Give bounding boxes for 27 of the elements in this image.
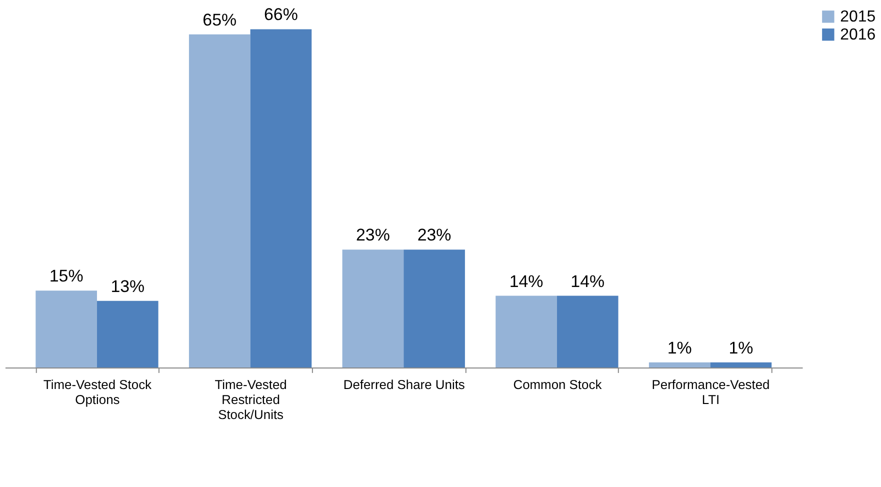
- data-label: 13%: [110, 276, 145, 296]
- bar: [710, 362, 772, 368]
- bar: [342, 250, 404, 368]
- data-label: 23%: [417, 226, 452, 245]
- x-tick-label: Time-Vested Stock Options: [43, 376, 152, 407]
- legend-label: 2015: [840, 8, 876, 26]
- data-label: 65%: [202, 10, 237, 30]
- x-tick-label: Performance-Vested LTI: [652, 376, 770, 407]
- bar: [496, 296, 557, 368]
- data-label: 1%: [728, 338, 754, 358]
- bar: [188, 34, 250, 368]
- bar: [250, 29, 312, 368]
- bar: [96, 300, 158, 368]
- data-label: 14%: [509, 272, 544, 291]
- bar: [648, 362, 710, 368]
- x-tick-label: Common Stock: [513, 376, 602, 392]
- data-label: 15%: [49, 266, 84, 286]
- x-tick-label: Deferred Share Units: [343, 376, 465, 392]
- data-label: 23%: [356, 226, 390, 245]
- legend-label: 2016: [840, 26, 876, 44]
- bar: [404, 250, 465, 368]
- data-label: 66%: [264, 5, 298, 24]
- bar: [556, 296, 618, 368]
- data-label: 14%: [570, 272, 605, 291]
- bar: [36, 290, 97, 368]
- x-tick-label: Time-Vested Restricted Stock/Units: [214, 376, 287, 422]
- data-label: 1%: [667, 338, 692, 358]
